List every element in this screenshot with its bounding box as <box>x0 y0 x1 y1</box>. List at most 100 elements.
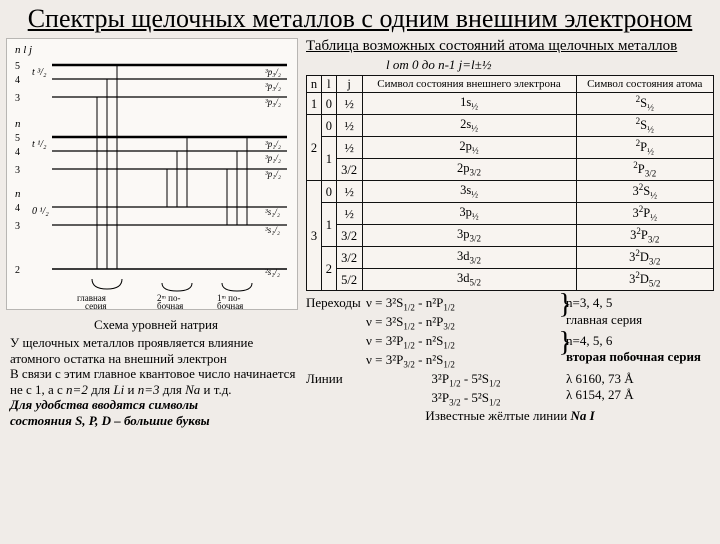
table-cell: 1 <box>321 203 336 247</box>
note-p2b: n=2 <box>66 382 88 397</box>
table-cell: 32S½ <box>576 181 713 203</box>
svg-text:5: 5 <box>15 61 20 72</box>
table-row: 1½3p½32P½ <box>307 203 714 225</box>
svg-text:0 ¹/₂: 0 ¹/₂ <box>32 206 49 217</box>
transition-right-2: n=4, 5, 6 вторая побочная серия <box>566 333 714 371</box>
svg-text:4: 4 <box>15 75 20 86</box>
table-cell: 2P½ <box>576 137 713 159</box>
transition-group-1: ν = 3²S1/2 - n²P1/2 ν = 3²S1/2 - n²P3/2 <box>366 295 566 333</box>
table-cell: 3/2 <box>336 225 362 247</box>
svg-text:4: 4 <box>15 147 20 158</box>
table-subtitle: l от 0 до n-1 j=l±½ <box>386 57 714 73</box>
note-p2d: Li <box>113 382 124 397</box>
transition-right-1: n=3, 4, 5 главная серия <box>566 295 714 333</box>
lines-label: Линии <box>306 371 366 409</box>
table-cell: 2S½ <box>576 115 713 137</box>
svg-text:серия: серия <box>85 301 107 310</box>
diagram-caption: Схема уровней натрия <box>6 317 306 333</box>
t3: ν = 3²P1/2 - n²S1/2 <box>366 333 455 348</box>
table-cell: 2P3/2 <box>576 159 713 181</box>
table-cell: 3 <box>307 181 322 291</box>
t3r: n=4, 5, 6 <box>566 333 612 348</box>
svg-text:n l j: n l j <box>15 44 32 56</box>
svg-text:n: n <box>15 118 21 130</box>
table-cell: 1s½ <box>362 93 576 115</box>
svg-text:²s₁/₂: ²s₁/₂ <box>265 267 280 277</box>
t1r: n=3, 4, 5 <box>566 295 612 310</box>
table-cell: ½ <box>336 137 362 159</box>
table-cell: 3d3/2 <box>362 247 576 269</box>
table-cell: ½ <box>336 181 362 203</box>
th-atom: Символ состояния атома <box>576 76 713 93</box>
left-column: n l j 5 4 3 t ³/₂ n 5 4 3 t ¹/₂ n 4 3 2 … <box>6 38 306 429</box>
table-cell: 2 <box>307 115 322 181</box>
note-p2g: для <box>160 382 186 397</box>
svg-text:бочная: бочная <box>217 301 243 310</box>
table-header-row: n l j Символ состояния внешнего электрон… <box>307 76 714 93</box>
table-cell: 0 <box>321 115 336 137</box>
table-cell: 32D3/2 <box>576 247 713 269</box>
svg-text:³s₁/₂: ³s₁/₂ <box>265 225 280 235</box>
yellow-lines: Известные жёлтые линии Na I <box>306 408 714 424</box>
svg-text:4: 4 <box>15 203 20 214</box>
lines-right: λ 6160, 73 Å λ 6154, 27 Å <box>566 371 714 409</box>
t2: ν = 3²S1/2 - n²P3/2 <box>366 314 455 329</box>
transition-group-2: ν = 3²P1/2 - n²S1/2 ν = 3²P3/2 - n²S1/2 <box>366 333 566 371</box>
svg-text:³p₁/₂: ³p₁/₂ <box>265 139 281 149</box>
table-row: 3/23p3/232P3/2 <box>307 225 714 247</box>
table-cell: ½ <box>336 115 362 137</box>
yellow-text: Известные жёлтые линии <box>425 408 570 423</box>
page-title: Спектры щелочных металлов с одним внешни… <box>0 4 720 34</box>
table-cell: 0 <box>321 93 336 115</box>
table-row: 20½2s½2S½ <box>307 115 714 137</box>
transitions-block: Переходы ν = 3²S1/2 - n²P1/2 ν = 3²S1/2 … <box>306 295 714 424</box>
table-cell: 5/2 <box>336 269 362 291</box>
l1r: λ 6160, 73 Å <box>566 371 634 386</box>
table-row: 10½1s½2S½ <box>307 93 714 115</box>
right-column: Таблица возможных состояний атома щелочн… <box>306 38 714 429</box>
svg-text:³p₁/₂: ³p₁/₂ <box>265 169 281 179</box>
note-text: У щелочных металлов проявляется влияние … <box>6 335 306 429</box>
svg-text:2: 2 <box>15 265 20 276</box>
svg-text:3: 3 <box>15 221 20 232</box>
t1: ν = 3²S1/2 - n²P1/2 <box>366 295 455 310</box>
note-p2e: и <box>124 382 137 397</box>
table-cell: 3p3/2 <box>362 225 576 247</box>
svg-text:³p₃/₂: ³p₃/₂ <box>265 81 281 91</box>
table-cell: 32D5/2 <box>576 269 713 291</box>
svg-text:3: 3 <box>15 165 20 176</box>
table-cell: 32P½ <box>576 203 713 225</box>
table-cell: 1 <box>307 93 322 115</box>
table-row: 1½2p½2P½ <box>307 137 714 159</box>
svg-text:3: 3 <box>15 93 20 104</box>
table-cell: 1 <box>321 137 336 181</box>
table-cell: 3d5/2 <box>362 269 576 291</box>
svg-text:³s₁/₂: ³s₁/₂ <box>265 207 280 217</box>
t2r: главная серия <box>566 312 642 327</box>
l2r: λ 6154, 27 Å <box>566 387 634 402</box>
table-cell: ½ <box>336 203 362 225</box>
note-p2c: для <box>88 382 114 397</box>
table-cell: 2S½ <box>576 93 713 115</box>
transitions-label: Переходы <box>306 295 366 333</box>
note-p3a: Для удобства вводятся символы <box>10 397 198 412</box>
table-cell: 3/2 <box>336 159 362 181</box>
table-row: 5/23d5/232D5/2 <box>307 269 714 291</box>
svg-text:t ¹/₂: t ¹/₂ <box>32 139 47 150</box>
states-table: n l j Символ состояния внешнего электрон… <box>306 75 714 291</box>
note-p1: У щелочных металлов проявляется влияние … <box>10 335 253 366</box>
yellow-bold: Na I <box>570 408 594 423</box>
table-cell: ½ <box>336 93 362 115</box>
svg-text:5: 5 <box>15 133 20 144</box>
svg-text:³p₃/₂: ³p₃/₂ <box>265 67 281 77</box>
note-p2i: и т.д. <box>200 382 231 397</box>
note-p2h: Na <box>185 382 200 397</box>
table-row: 30½3s½32S½ <box>307 181 714 203</box>
table-cell: 2s½ <box>362 115 576 137</box>
svg-text:t ³/₂: t ³/₂ <box>32 67 47 78</box>
note-p2f: n=3 <box>138 382 160 397</box>
svg-text:n: n <box>15 188 21 200</box>
th-electron: Символ состояния внешнего электрона <box>362 76 576 93</box>
l1: 3²P1/2 - 5²S1/2 <box>431 371 500 386</box>
table-row: 3/22p3/22P3/2 <box>307 159 714 181</box>
